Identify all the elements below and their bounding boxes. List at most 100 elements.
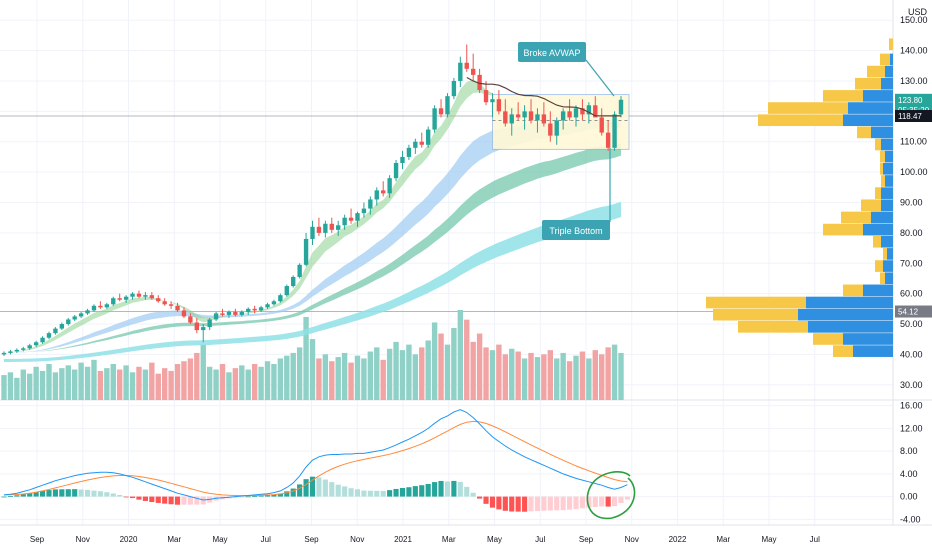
- volume-bar: [605, 347, 611, 400]
- time-tick-label: Mar: [716, 535, 730, 544]
- macd-histogram-bar: [496, 496, 502, 510]
- time-tick-label: May: [212, 535, 227, 544]
- macd-histogram-bar: [342, 486, 348, 497]
- volume-profile-bar-blue: [806, 296, 893, 309]
- candle-body: [393, 163, 399, 179]
- macd-histogram-bar: [136, 496, 142, 500]
- ema-band-long: [4, 201, 621, 362]
- time-tick-label: 2021: [394, 535, 412, 544]
- macd-histogram-bar: [297, 484, 303, 497]
- candle-body: [374, 190, 379, 200]
- volume-bar: [438, 333, 444, 400]
- candle-body: [40, 337, 45, 343]
- macd-histogram-bar: [117, 494, 123, 497]
- time-axis[interactable]: Sep Nov 2020 Mar May Jul Sep Nov 2021 Mar May Jul Se…: [30, 535, 820, 544]
- macd-histogram-bar: [33, 491, 39, 497]
- volume-profile-bar-yellow: [758, 114, 843, 127]
- macd-histogram-bar: [284, 491, 290, 497]
- candle-body: [426, 129, 431, 145]
- macd-histogram-bar: [354, 489, 361, 497]
- volume-bar: [464, 319, 470, 400]
- macd-histogram-bar: [142, 496, 148, 501]
- candle-body: [400, 156, 405, 163]
- macd-tick-label: 4.00: [900, 469, 918, 479]
- volume-bar: [296, 347, 303, 400]
- price-tick-label: 90.00: [900, 198, 923, 208]
- volume-profile-bar-blue: [881, 235, 893, 248]
- candle-body: [496, 99, 502, 112]
- price-axis[interactable]: 150.00140.00130.00120.00110.00100.0090.0…: [895, 15, 932, 524]
- volume-profile-bar-yellow: [843, 284, 863, 297]
- macd-histogram-bar: [290, 488, 296, 497]
- price-tick-label: 50.00: [900, 319, 923, 329]
- candle-body: [490, 99, 495, 103]
- price-badge-bg: [895, 109, 932, 122]
- volume-profile-bar-blue: [871, 126, 893, 139]
- volume-bar: [329, 361, 335, 400]
- price-tick-label: 70.00: [900, 258, 923, 268]
- volume-bar: [406, 344, 412, 400]
- candle-body: [368, 199, 373, 209]
- volume-profile-bar-yellow: [875, 260, 883, 272]
- macd-histogram-bar: [444, 481, 451, 497]
- macd-histogram-bar: [52, 489, 58, 497]
- candle-body: [78, 313, 84, 317]
- volume-profile-bar-yellow: [823, 90, 863, 102]
- volume-profile-bar-yellow: [880, 272, 885, 285]
- candle-body: [258, 307, 264, 311]
- volume-bar: [168, 370, 174, 400]
- candle-body: [599, 117, 604, 133]
- price-tick-label: 30.00: [900, 380, 923, 390]
- volume-profile-bar-blue: [881, 138, 893, 151]
- macd-histogram-bar: [303, 479, 309, 497]
- volume-profile-bar-yellow: [875, 138, 881, 151]
- macd-histogram-bar: [599, 496, 605, 507]
- macd-histogram-bar: [605, 496, 611, 507]
- volume-bar: [271, 364, 277, 400]
- volume-bar: [547, 350, 554, 400]
- volume-bar: [592, 350, 598, 400]
- candle-body: [503, 111, 508, 124]
- callout-pointer-avwap: [585, 59, 615, 97]
- candle-body: [303, 238, 309, 265]
- candle-body: [59, 324, 65, 329]
- callout-avwap-bg: [518, 42, 586, 62]
- price-badge-value: 54.12: [898, 308, 919, 317]
- volume-bar: [290, 352, 296, 400]
- volume-bar: [374, 347, 380, 400]
- time-tick-label: Jul: [261, 535, 271, 544]
- volume-bar: [52, 372, 59, 400]
- volume-bar: [431, 322, 438, 400]
- macd-histogram-bar: [46, 490, 52, 497]
- candle-body: [413, 141, 418, 148]
- volume-bar: [560, 352, 566, 400]
- macd-histogram-bar: [541, 496, 547, 511]
- volume-bar: [65, 365, 71, 400]
- volume-bar: [425, 340, 431, 400]
- volume-bar: [541, 354, 547, 400]
- macd-histogram-bar: [277, 493, 283, 497]
- macd-histogram-bar: [39, 490, 46, 497]
- volume-bar: [611, 344, 618, 400]
- macd-histogram-bar: [412, 486, 418, 497]
- macd-histogram-bar: [258, 495, 264, 497]
- macd-histogram-bar: [264, 495, 271, 497]
- macd-histogram-bar: [612, 496, 618, 507]
- macd-histogram-bar: [232, 496, 238, 498]
- volume-bar: [599, 354, 605, 400]
- candle-body: [477, 74, 482, 91]
- volume-bar: [78, 362, 84, 400]
- volume-bar: [59, 368, 65, 400]
- macd-histogram-bar: [110, 493, 116, 497]
- volume-profile-bar-yellow: [883, 248, 887, 260]
- volume-bar: [393, 341, 399, 400]
- volume-bar: [277, 358, 284, 400]
- volume-profile-bar-yellow: [880, 53, 890, 66]
- macd-histogram-bar: [155, 496, 161, 503]
- volume-profile-bar-yellow: [857, 126, 871, 139]
- volume-bar: [110, 364, 116, 400]
- macd-histogram-bar: [374, 490, 380, 497]
- macd-histogram-bar: [322, 479, 328, 497]
- volume-bar: [7, 372, 14, 400]
